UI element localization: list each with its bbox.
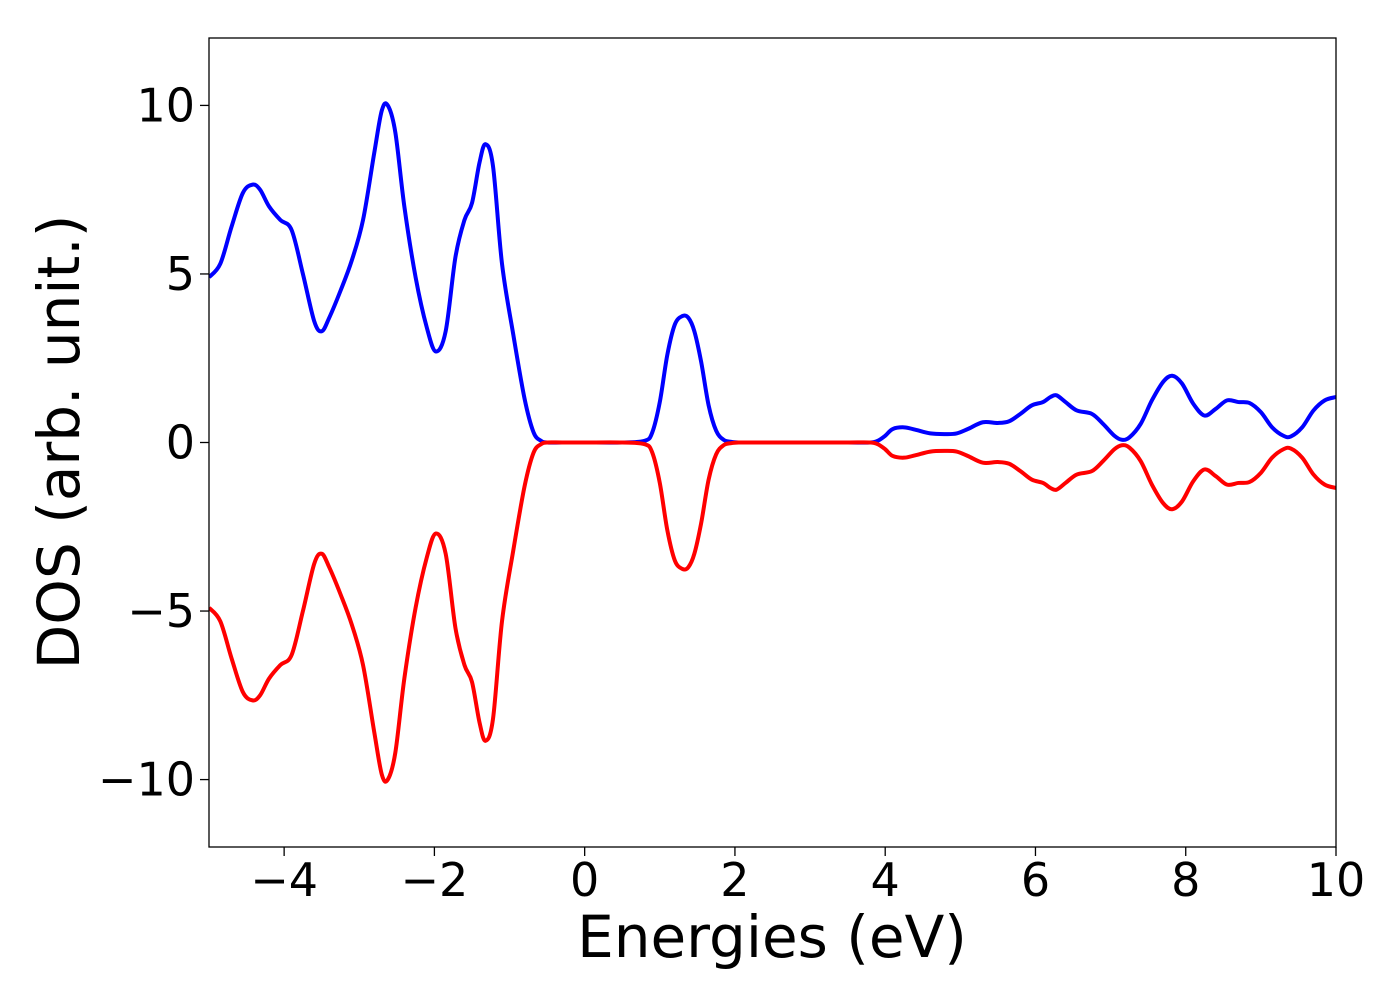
x-tick-label: 2 bbox=[720, 853, 749, 907]
y-tick-label: 0 bbox=[166, 416, 195, 470]
x-tick-label: −2 bbox=[400, 853, 468, 907]
y-axis-label: DOS (arb. unit.) bbox=[25, 215, 93, 670]
x-tick-label: 10 bbox=[1307, 853, 1366, 907]
x-tick-label: 4 bbox=[871, 853, 900, 907]
y-axis-ticks: −10 −5 0 5 10 bbox=[98, 78, 209, 807]
series-line-1 bbox=[209, 101, 1336, 445]
y-tick-label: 5 bbox=[166, 247, 195, 301]
x-tick-label: 8 bbox=[1171, 853, 1200, 907]
x-tick-label: 0 bbox=[570, 853, 599, 907]
y-tick-label: 10 bbox=[136, 78, 195, 132]
x-tick-label: 6 bbox=[1021, 853, 1050, 907]
series-line-2 bbox=[209, 440, 1336, 784]
y-tick-label: −5 bbox=[127, 584, 195, 638]
series-layer bbox=[209, 101, 1336, 784]
x-axis-label: Energies (eV) bbox=[577, 903, 967, 971]
x-axis-ticks: −4 −2 0 2 4 6 8 10 bbox=[250, 847, 1365, 907]
y-tick-label: −10 bbox=[98, 753, 195, 807]
x-tick-label: −4 bbox=[250, 853, 318, 907]
